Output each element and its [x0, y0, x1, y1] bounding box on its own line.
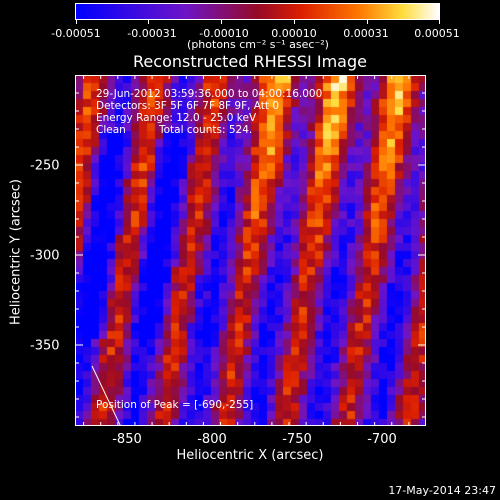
colorbar-tick-label: -0.00051 [51, 27, 101, 40]
x-tick-label: -700 [367, 432, 397, 447]
colorbar-tick-label: 0.00051 [414, 27, 460, 40]
plot-area: 29-Jun-2012 03:59:36.000 to 04:00:16.000… [75, 75, 426, 426]
plot-overlay [91, 365, 121, 425]
colorbar [75, 3, 440, 20]
chart-title: Reconstructed RHESSI Image [133, 52, 367, 71]
x-tick-label: -850 [112, 432, 142, 447]
colorbar-tick-label: -0.00010 [199, 27, 249, 40]
colorbar-tick-label: 0.00031 [343, 27, 389, 40]
x-tick-label: -750 [282, 432, 312, 447]
y-tick-label: -250 [30, 158, 60, 174]
peak-pointer-line [91, 365, 121, 425]
detectors-text: Detectors: 3F 5F 6F 7F 8F 9F, Att 0 [96, 100, 280, 112]
colorbar-tick-mark [76, 19, 77, 24]
y-tick-label: -350 [30, 338, 60, 354]
clean-text: Clean [96, 124, 126, 136]
energy-range-text: Energy Range: 12.0 - 25.0 keV [96, 112, 257, 124]
colorbar-tick-mark [367, 19, 368, 24]
colorbar-tick-label: -0.00031 [127, 27, 177, 40]
colorbar-tick-mark [439, 19, 440, 24]
heatmap-image [76, 76, 425, 425]
colorbar-tick-mark [294, 19, 295, 24]
x-tick-label: -800 [197, 432, 227, 447]
timestamp: 17-May-2014 23:47 [388, 484, 496, 497]
colorbar-unit: (photons cm⁻² s⁻¹ asec⁻²) [187, 38, 329, 51]
colorbar-tick-mark [221, 19, 222, 24]
colorbar-tick-label: 0.00010 [271, 27, 317, 40]
colorbar-tick-mark [148, 19, 149, 24]
peak-position-text: Position of Peak = [-690,-255] [96, 399, 254, 411]
y-axis-label: Heliocentric Y (arcsec) [8, 179, 24, 325]
x-axis-label: Heliocentric X (arcsec) [176, 448, 324, 463]
time-range-text: 29-Jun-2012 03:59:36.000 to 04:00:16.000 [96, 88, 323, 100]
y-tick-label: -300 [30, 248, 60, 264]
total-counts-text: Total counts: 524. [159, 124, 253, 136]
